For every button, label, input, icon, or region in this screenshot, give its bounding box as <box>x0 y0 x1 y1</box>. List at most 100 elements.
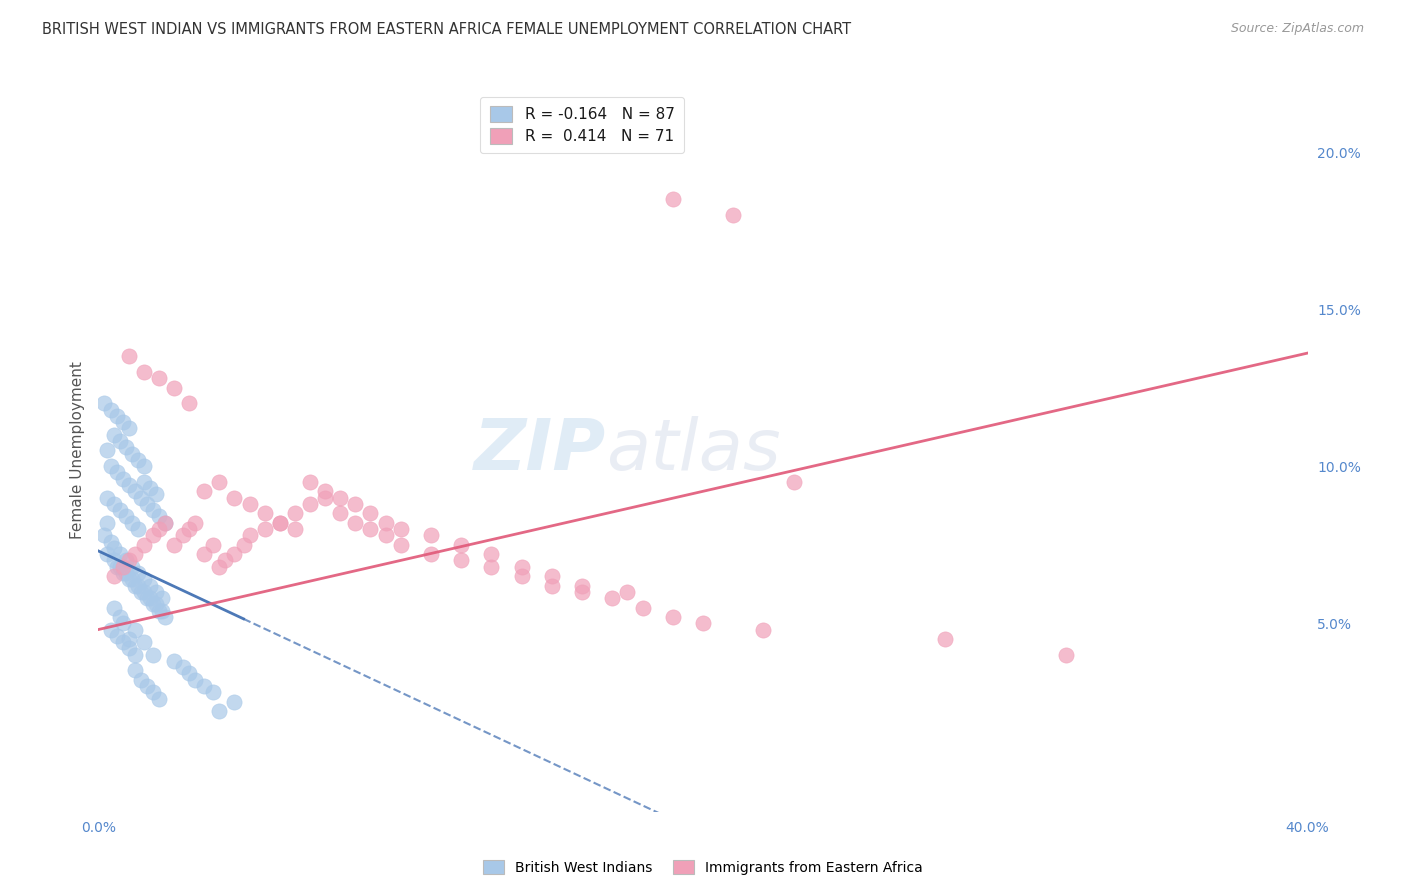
Point <box>105 466 128 480</box>
Point <box>193 547 215 561</box>
Point <box>224 547 246 561</box>
Point <box>132 538 155 552</box>
Point <box>105 409 128 423</box>
Point <box>153 610 176 624</box>
Point <box>184 516 207 530</box>
Point <box>179 666 201 681</box>
Point <box>108 559 131 574</box>
Point <box>127 453 149 467</box>
Point <box>148 371 170 385</box>
Point <box>108 547 131 561</box>
Point <box>661 192 683 206</box>
Point <box>118 349 141 363</box>
Point <box>114 440 136 454</box>
Point <box>150 604 173 618</box>
Point <box>124 623 146 637</box>
Point <box>193 679 215 693</box>
Point <box>163 654 186 668</box>
Point <box>344 516 367 530</box>
Point <box>129 673 152 687</box>
Point <box>103 541 125 555</box>
Point <box>135 591 157 606</box>
Point <box>239 497 262 511</box>
Point <box>202 685 225 699</box>
Point <box>132 365 155 379</box>
Point <box>145 487 167 501</box>
Point <box>103 427 125 442</box>
Point <box>111 415 134 429</box>
Point <box>124 664 146 678</box>
Point <box>284 522 307 536</box>
Point <box>96 516 118 530</box>
Point <box>208 704 231 718</box>
Point <box>142 598 165 612</box>
Text: ZIP: ZIP <box>474 416 606 485</box>
Point <box>108 503 131 517</box>
Point <box>96 491 118 505</box>
Point <box>135 497 157 511</box>
Point <box>139 578 162 592</box>
Point <box>284 506 307 520</box>
Point <box>269 516 291 530</box>
Point <box>114 553 136 567</box>
Point <box>172 660 194 674</box>
Point <box>150 591 173 606</box>
Point <box>571 584 593 599</box>
Point <box>132 475 155 489</box>
Point <box>208 559 231 574</box>
Text: atlas: atlas <box>606 416 780 485</box>
Point <box>118 553 141 567</box>
Point <box>132 635 155 649</box>
Point <box>111 559 134 574</box>
Point <box>139 481 162 495</box>
Point <box>510 569 533 583</box>
Point <box>148 604 170 618</box>
Point <box>103 569 125 583</box>
Point <box>224 491 246 505</box>
Point <box>602 591 624 606</box>
Point <box>360 506 382 520</box>
Point <box>214 553 236 567</box>
Point <box>299 475 322 489</box>
Point <box>118 632 141 646</box>
Point <box>129 491 152 505</box>
Point <box>1054 648 1077 662</box>
Point <box>103 553 125 567</box>
Point <box>253 522 276 536</box>
Point <box>374 528 396 542</box>
Point <box>132 572 155 586</box>
Point <box>571 578 593 592</box>
Point <box>142 648 165 662</box>
Point <box>118 572 141 586</box>
Point <box>172 528 194 542</box>
Point <box>269 516 291 530</box>
Point <box>132 584 155 599</box>
Point <box>100 534 122 549</box>
Y-axis label: Female Unemployment: Female Unemployment <box>69 361 84 540</box>
Point <box>540 578 562 592</box>
Point <box>111 616 134 631</box>
Point <box>540 569 562 583</box>
Point <box>93 528 115 542</box>
Point <box>142 685 165 699</box>
Point <box>108 610 131 624</box>
Point <box>184 673 207 687</box>
Point <box>481 559 503 574</box>
Point <box>360 522 382 536</box>
Point <box>100 459 122 474</box>
Point <box>124 547 146 561</box>
Point <box>202 538 225 552</box>
Point <box>111 566 134 580</box>
Point <box>374 516 396 530</box>
Point <box>105 559 128 574</box>
Point <box>314 484 336 499</box>
Point <box>108 434 131 448</box>
Point <box>420 547 443 561</box>
Point <box>193 484 215 499</box>
Point <box>148 522 170 536</box>
Point <box>163 381 186 395</box>
Point <box>389 522 412 536</box>
Point <box>127 522 149 536</box>
Point <box>153 516 176 530</box>
Point <box>934 632 956 646</box>
